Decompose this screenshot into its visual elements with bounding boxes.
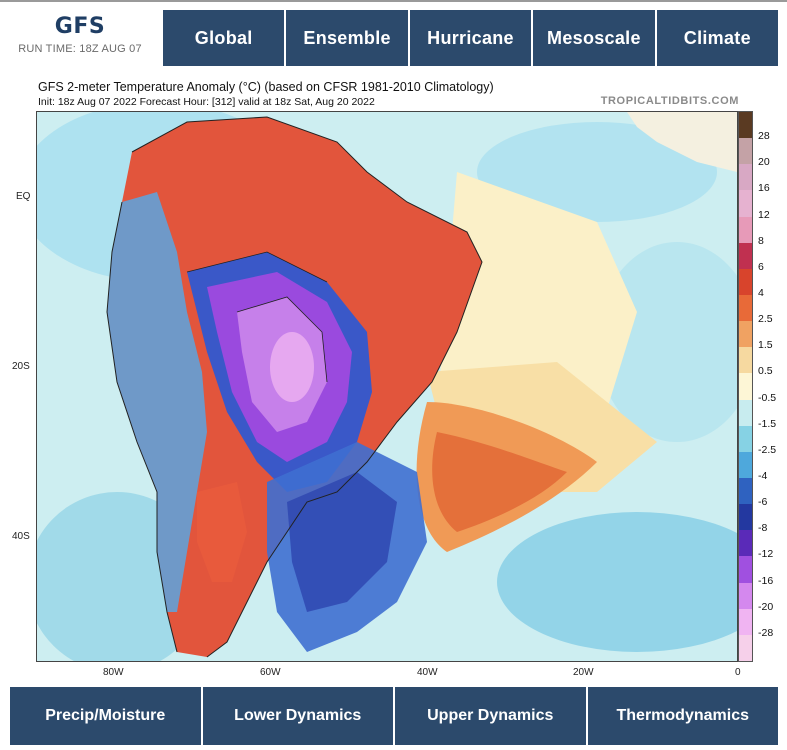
top-divider [0, 0, 787, 2]
lon-label-40w: 40W [417, 667, 438, 678]
colorbar-segment [739, 138, 752, 165]
colorbar-segment [739, 425, 752, 453]
nav-tab-thermodynamics[interactable]: Thermodynamics [587, 687, 778, 745]
nav-tab-climate[interactable]: Climate [656, 10, 779, 66]
nav-tab-precip-moisture[interactable]: Precip/Moisture [10, 687, 203, 745]
colorbar-segment [739, 268, 752, 296]
colorbar-segment [739, 373, 752, 401]
colorbar-segment [739, 295, 752, 322]
colorbar-segment [739, 321, 752, 348]
colorbar-tick-label: -4 [758, 470, 768, 482]
colorbar-tick-label: 8 [758, 234, 764, 247]
colorbar-segment [739, 530, 752, 557]
model-name: GFS [54, 14, 106, 39]
colorbar-tick-label: -6 [758, 496, 768, 509]
colorbar-tick-label: -28 [758, 626, 774, 639]
lon-label-60w: 60W [260, 667, 281, 678]
model-category-nav: Global Ensemble Hurricane Mesoscale Clim… [163, 10, 779, 66]
lon-label-0: 0 [735, 667, 741, 678]
colorbar [738, 111, 753, 662]
colorbar-tick-label: 0.5 [758, 365, 773, 378]
colorbar-segment [739, 582, 752, 610]
lon-label-20w: 20W [573, 667, 594, 678]
colorbar-segment [739, 504, 752, 531]
colorbar-tick-label: 6 [758, 260, 764, 273]
model-brand: GFS RUN TIME: 18Z AUG 07 [0, 8, 160, 66]
colorbar-tick-label: -16 [758, 574, 774, 587]
lat-label-40s: 40S [12, 531, 30, 542]
colorbar-segment [739, 216, 752, 244]
colorbar-segment [739, 190, 752, 218]
colorbar-tick-label: 4 [758, 287, 764, 299]
colorbar-tick-label: 2.5 [758, 313, 773, 326]
colorbar-segment [739, 451, 752, 479]
colorbar-tick-label: 1.5 [758, 339, 773, 352]
colorbar-tick-label: 28 [758, 130, 770, 143]
colorbar-tick-label: 16 [758, 182, 770, 195]
colorbar-tick-label: -2.5 [758, 443, 777, 456]
map-title: GFS 2-meter Temperature Anomaly (°C) (ba… [38, 80, 494, 94]
colorbar-segment [739, 112, 752, 139]
run-time-label: RUN TIME: 18Z AUG 07 [18, 43, 142, 55]
colorbar-tick-label: 20 [758, 156, 770, 169]
colorbar-segment [739, 634, 752, 662]
temperature-anomaly-map[interactable] [36, 111, 738, 662]
nav-tab-upper-dynamics[interactable]: Upper Dynamics [395, 687, 588, 745]
map-subtitle: Init: 18z Aug 07 2022 Forecast Hour: [31… [38, 96, 375, 108]
nav-tab-ensemble[interactable]: Ensemble [286, 10, 410, 66]
nav-tab-mesoscale[interactable]: Mesoscale [533, 10, 657, 66]
colorbar-tick-label: -1.5 [758, 417, 777, 430]
lat-label-eq: EQ [16, 191, 31, 202]
colorbar-segment [739, 347, 752, 374]
nav-tab-hurricane[interactable]: Hurricane [409, 10, 534, 66]
site-credit: TROPICALTIDBITS.COM [600, 95, 739, 107]
colorbar-tick-label: -0.5 [758, 391, 777, 404]
colorbar-tick-label: -12 [758, 548, 774, 561]
nav-tab-global[interactable]: Global [163, 10, 287, 66]
lat-label-20s: 20S [12, 361, 30, 372]
colorbar-tick-label: -20 [758, 600, 774, 613]
colorbar-segment [739, 556, 752, 584]
colorbar-segment [739, 608, 752, 636]
colorbar-segment [739, 478, 752, 505]
colorbar-segment [739, 164, 752, 191]
colorbar-tick-label: -8 [758, 522, 768, 535]
colorbar-segment [739, 399, 752, 427]
colorbar-segment [739, 242, 752, 270]
lon-label-80w: 80W [103, 667, 124, 678]
colorbar-tick-label: 12 [758, 208, 770, 221]
parameter-category-nav: Precip/Moisture Lower Dynamics Upper Dyn… [10, 687, 778, 745]
nav-tab-lower-dynamics[interactable]: Lower Dynamics [202, 687, 395, 745]
